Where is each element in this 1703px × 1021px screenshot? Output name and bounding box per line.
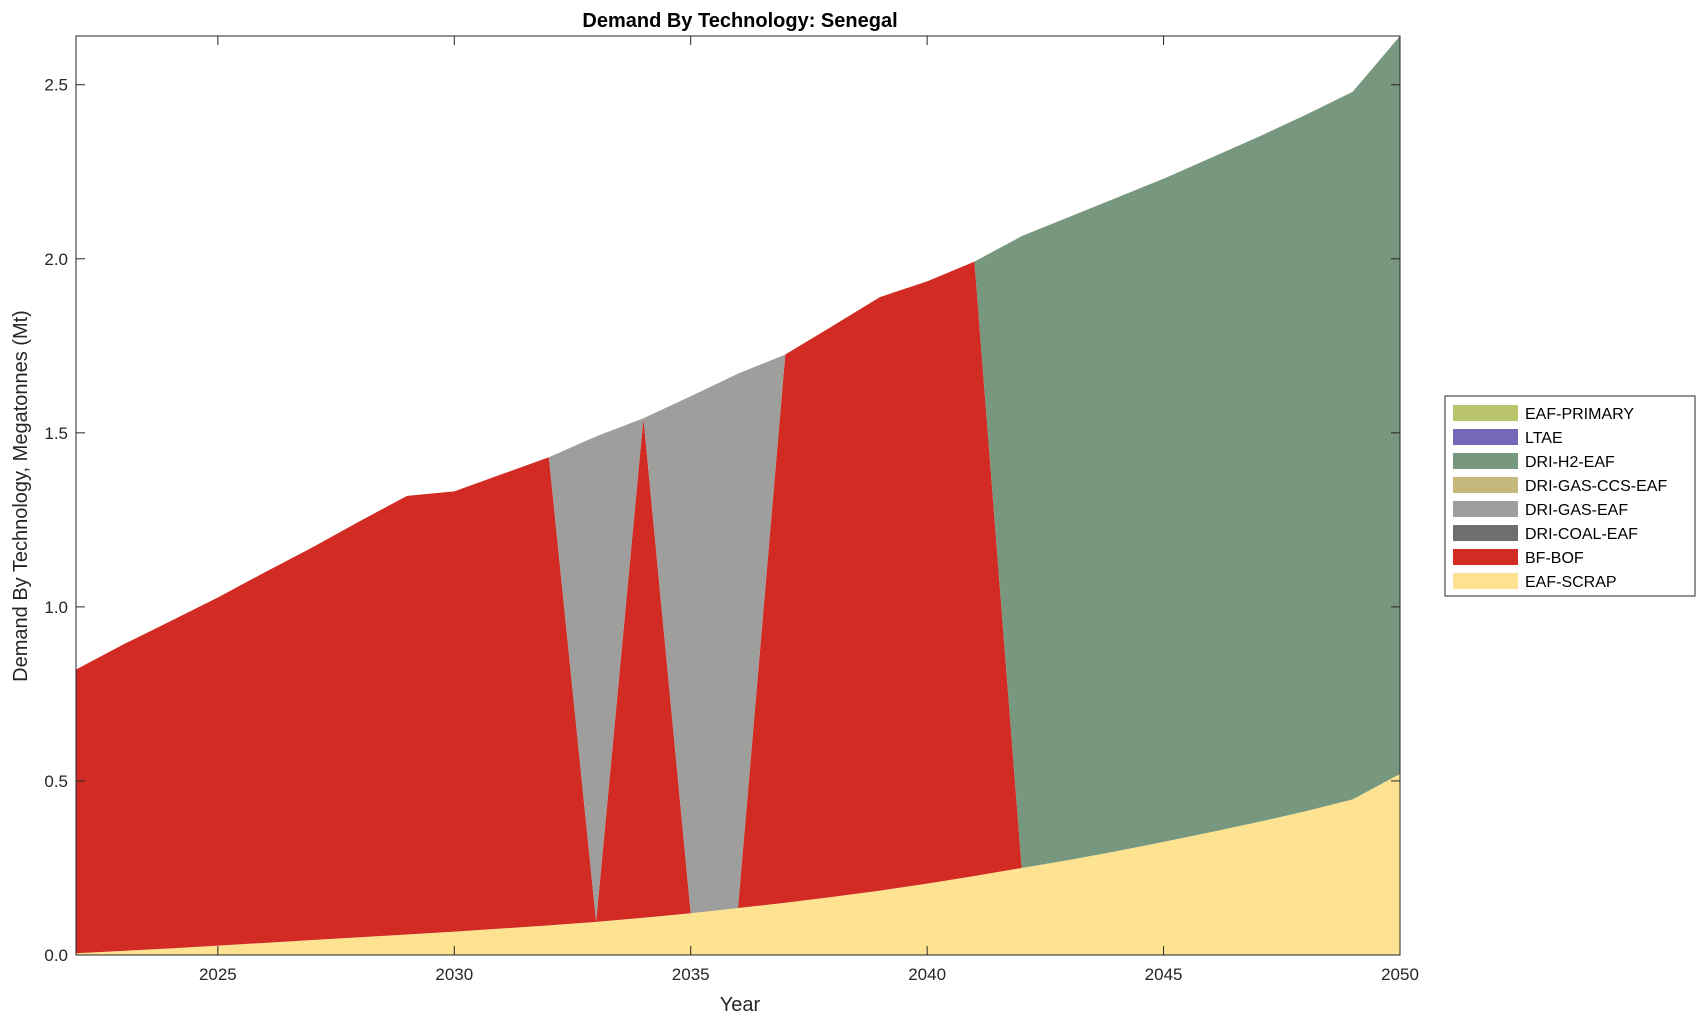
area-eaf-scrap — [76, 773, 1400, 955]
chart-title: Demand By Technology: Senegal — [582, 10, 897, 32]
x-axis-label: Year — [720, 994, 761, 1016]
x-tick-label: 2050 — [1381, 965, 1419, 984]
area-dri-h2-eaf — [76, 36, 1400, 868]
y-tick-label: 2.0 — [44, 250, 68, 269]
x-tick-label: 2025 — [199, 965, 237, 984]
x-tick-label: 2040 — [908, 965, 946, 984]
area-bf-bof — [76, 261, 1400, 954]
legend-label-ltae: LTAE — [1525, 430, 1563, 447]
y-axis-label: Demand By Technology, Megatonnes (Mt) — [10, 310, 32, 682]
area-dri-gas-eaf — [76, 261, 1400, 922]
legend: EAF-PRIMARY LTAE DRI-H2-EAF DRI-GAS-CCS-EAF… — [1444, 395, 1696, 597]
legend-label-bf-bof: BF-BOF — [1525, 550, 1584, 567]
plot-frame — [75, 35, 1401, 956]
legend-label-eaf-scrap: EAF-SCRAP — [1525, 574, 1617, 591]
x-tick-label: 2045 — [1145, 965, 1183, 984]
legend-label-eaf-primary: EAF-PRIMARY — [1525, 406, 1634, 423]
legend-label-dri-h2-eaf: DRI-H2-EAF — [1525, 454, 1615, 471]
y-tick-label: 0.5 — [44, 772, 68, 791]
legend-swatch-ltae — [1453, 429, 1518, 445]
x-tick-label: 2035 — [672, 965, 710, 984]
legend-swatch-dri-gas-eaf — [1453, 501, 1518, 517]
legend-label-dri-coal-eaf: DRI-COAL-EAF — [1525, 526, 1638, 543]
legend-swatch-eaf-scrap — [1453, 573, 1518, 589]
axes-layer: 2025 2030 2035 2040 2045 2050 0.0 0.5 1.0 1.5 2.0 2… — [44, 35, 1419, 984]
legend-swatch-dri-coal-eaf — [1453, 525, 1518, 541]
legend-swatch-dri-gas-ccs-eaf — [1453, 477, 1518, 493]
legend-label-dri-gas-eaf: DRI-GAS-EAF — [1525, 502, 1628, 519]
legend-swatch-eaf-primary — [1453, 405, 1518, 421]
legend-swatch-bf-bof — [1453, 549, 1518, 565]
y-tick-label: 1.5 — [44, 424, 68, 443]
x-tick-label: 2030 — [435, 965, 473, 984]
legend-label-dri-gas-ccs-eaf: DRI-GAS-CCS-EAF — [1525, 478, 1667, 495]
legend-swatch-dri-h2-eaf — [1453, 453, 1518, 469]
y-tick-label: 0.0 — [44, 946, 68, 965]
y-tick-label: 1.0 — [44, 598, 68, 617]
area-layer — [76, 36, 1400, 955]
y-tick-label: 2.5 — [44, 76, 68, 95]
